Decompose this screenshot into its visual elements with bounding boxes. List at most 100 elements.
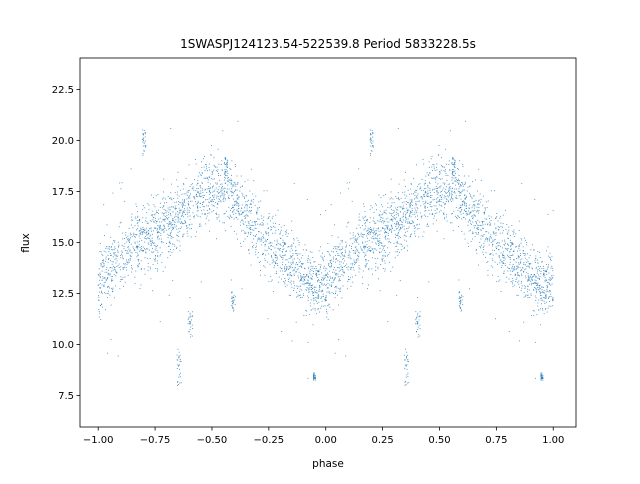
data-point xyxy=(370,139,372,141)
data-point xyxy=(472,232,474,234)
data-point xyxy=(433,168,435,170)
data-point xyxy=(504,256,506,258)
data-point xyxy=(201,181,203,183)
data-point xyxy=(218,216,220,218)
data-point xyxy=(103,285,105,287)
data-point xyxy=(129,257,131,259)
data-point xyxy=(222,186,224,187)
data-point xyxy=(168,228,170,230)
data-point xyxy=(314,379,316,381)
data-point xyxy=(169,242,171,243)
data-point xyxy=(512,251,514,252)
data-point xyxy=(511,281,513,283)
data-point xyxy=(172,218,174,220)
data-point xyxy=(170,223,172,225)
data-point xyxy=(145,238,147,240)
data-point xyxy=(353,252,355,254)
data-point xyxy=(293,274,295,276)
data-point xyxy=(177,186,179,188)
data-point xyxy=(308,314,310,316)
data-point xyxy=(438,204,440,206)
data-point xyxy=(169,220,171,222)
data-point xyxy=(435,201,437,203)
data-point xyxy=(182,236,184,238)
data-point xyxy=(137,266,139,268)
data-point xyxy=(203,158,205,160)
data-point xyxy=(303,277,305,279)
data-point xyxy=(547,266,549,268)
data-point xyxy=(429,202,431,204)
data-point xyxy=(157,256,159,258)
data-point xyxy=(416,212,418,214)
data-point xyxy=(307,275,309,277)
data-point xyxy=(347,188,349,190)
data-point xyxy=(263,265,265,267)
data-point xyxy=(218,163,220,165)
data-point xyxy=(279,233,281,235)
data-point xyxy=(292,259,294,261)
data-point xyxy=(107,293,109,295)
data-point xyxy=(121,250,123,252)
data-point xyxy=(410,188,412,190)
data-point xyxy=(136,219,138,221)
data-point xyxy=(320,307,322,309)
data-point xyxy=(116,260,118,262)
data-point xyxy=(292,255,294,256)
data-point xyxy=(168,209,170,211)
data-point xyxy=(384,255,386,257)
data-point xyxy=(533,289,535,291)
data-point xyxy=(513,268,515,270)
data-point xyxy=(364,211,366,213)
data-point xyxy=(531,282,533,284)
data-point xyxy=(539,287,541,289)
data-point xyxy=(543,290,545,291)
data-point xyxy=(112,280,114,281)
data-point xyxy=(224,169,226,171)
data-point xyxy=(305,249,307,251)
data-point xyxy=(277,263,279,265)
data-point xyxy=(440,197,442,199)
data-point xyxy=(403,208,405,210)
y-axis: 7.510.012.515.017.520.022.5 xyxy=(52,85,80,402)
data-point xyxy=(409,199,411,201)
data-point xyxy=(308,268,310,270)
data-point xyxy=(517,255,519,257)
data-point xyxy=(195,163,197,165)
data-point xyxy=(391,220,393,222)
data-point xyxy=(487,260,489,262)
data-point xyxy=(213,196,215,198)
data-point xyxy=(375,243,377,245)
data-point xyxy=(152,264,154,266)
data-point xyxy=(163,231,165,233)
data-point xyxy=(308,280,310,282)
data-point xyxy=(292,253,294,255)
data-point xyxy=(458,191,460,192)
data-point xyxy=(369,221,371,223)
data-point xyxy=(424,182,426,184)
data-point xyxy=(163,197,165,199)
data-point xyxy=(130,243,132,245)
data-point xyxy=(170,249,171,250)
data-point xyxy=(531,267,533,269)
data-point xyxy=(450,198,452,200)
data-point xyxy=(191,228,192,230)
data-point xyxy=(248,221,250,223)
data-point xyxy=(307,261,309,263)
data-point xyxy=(497,245,499,247)
data-point xyxy=(494,190,496,192)
data-point xyxy=(369,231,370,233)
data-point xyxy=(113,297,115,299)
data-point xyxy=(146,223,148,225)
data-point xyxy=(475,225,476,227)
data-point xyxy=(316,302,318,304)
data-point xyxy=(540,377,542,379)
data-point xyxy=(265,232,267,234)
data-point xyxy=(147,242,149,244)
data-point xyxy=(435,181,437,183)
data-point xyxy=(398,224,400,226)
data-point xyxy=(384,262,386,264)
data-point xyxy=(157,255,158,257)
data-point xyxy=(239,224,241,226)
data-point xyxy=(298,242,300,243)
data-point xyxy=(143,139,145,141)
